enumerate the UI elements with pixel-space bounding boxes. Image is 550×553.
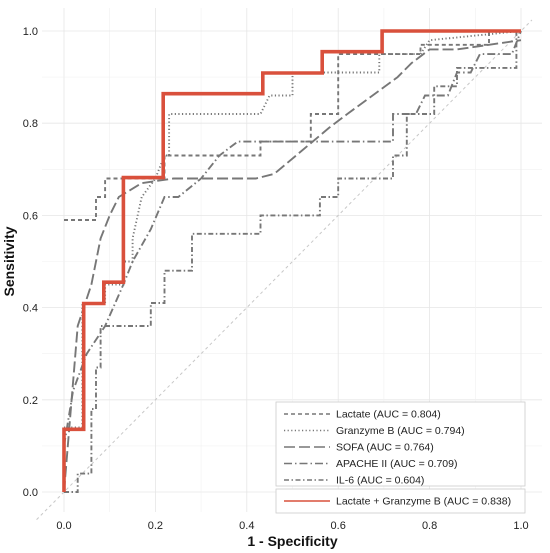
legend-label: SOFA (AUC = 0.764) — [336, 442, 434, 454]
x-axis-title: 1 - Specificity — [247, 533, 337, 549]
y-axis-title: Sensitivity — [1, 226, 17, 296]
series-line-5 — [62, 29, 521, 492]
legend-label: APACHE II (AUC = 0.709) — [336, 458, 457, 470]
y-tick-label: 0.8 — [23, 118, 38, 130]
series-layer — [62, 29, 522, 493]
legend-label: Granzyme B (AUC = 0.794) — [336, 425, 465, 437]
x-tick-label: 0.8 — [422, 520, 437, 532]
y-tick-label: 0.0 — [23, 487, 38, 499]
x-tick-label: 0.2 — [148, 520, 163, 532]
legend-label: Lactate (AUC = 0.804) — [336, 409, 441, 421]
x-tick-label: 0.6 — [331, 520, 346, 532]
y-tick-label: 1.0 — [23, 26, 38, 38]
x-tick-labels: 0.0 0.2 0.4 0.6 0.8 1.0 — [56, 520, 528, 532]
series-line-2 — [63, 39, 522, 493]
y-tick-labels: 0.0 0.2 0.4 0.6 0.8 1.0 — [23, 26, 38, 499]
series-line-1 — [64, 30, 522, 429]
legend-box-combo — [275, 488, 526, 514]
legend-box — [275, 401, 526, 487]
y-tick-label: 0.4 — [23, 303, 38, 315]
series-line-3 — [63, 30, 522, 447]
legend-label: IL-6 (AUC = 0.604) — [336, 475, 424, 487]
x-tick-label: 1.0 — [513, 520, 528, 532]
y-tick-label: 0.6 — [23, 210, 38, 222]
legend: Lactate (AUC = 0.804) Granzyme B (AUC = 0… — [275, 401, 526, 514]
y-tick-label: 0.2 — [23, 395, 38, 407]
series-line-4 — [64, 30, 521, 493]
legend-label-combo: Lactate + Granzyme B (AUC = 0.838) — [336, 496, 511, 508]
x-tick-label: 0.4 — [239, 520, 254, 532]
x-tick-label: 0.0 — [56, 520, 71, 532]
